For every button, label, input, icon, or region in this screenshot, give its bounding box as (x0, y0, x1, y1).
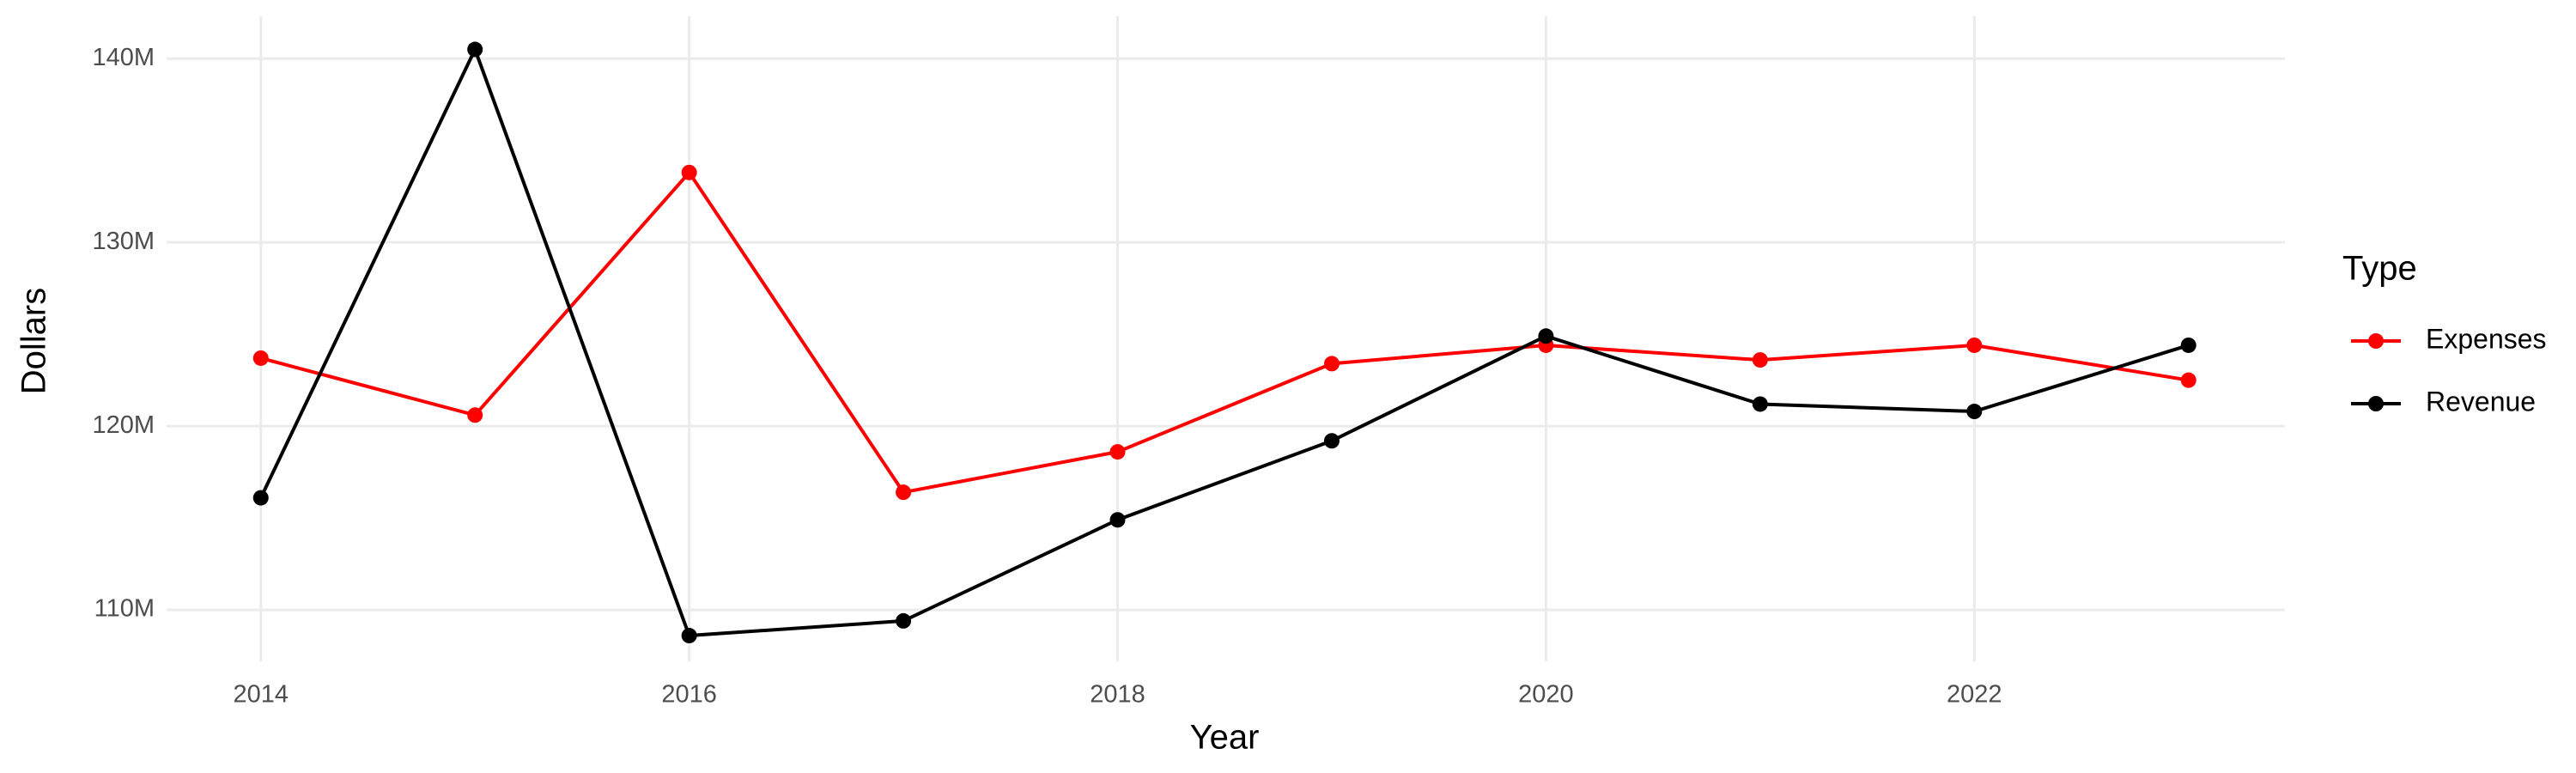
series-line (260, 169, 2190, 495)
x-tick-label: 2016 (661, 681, 717, 709)
y-tick-label: 110M (94, 595, 155, 623)
y-tick-label: 130M (92, 228, 155, 255)
x-tick-label: 2020 (1518, 681, 1574, 709)
data-point (1538, 328, 1554, 344)
data-point (1966, 337, 1983, 353)
data-point (252, 350, 269, 366)
x-tick-label: 2014 (233, 681, 289, 709)
x-tick-label: 2018 (1090, 681, 1145, 709)
data-point (1323, 433, 1340, 449)
x-axis-title: Year (1190, 719, 1260, 757)
data-point (681, 164, 697, 180)
series-line (258, 45, 2190, 638)
y-tick-label: 120M (92, 411, 155, 439)
data-point (252, 490, 269, 506)
x-tick-label: 2022 (1947, 681, 2002, 709)
legend-point (2368, 333, 2384, 349)
y-axis-title: Dollars (15, 288, 53, 394)
data-point (467, 41, 483, 58)
legend-label: Expenses (2426, 323, 2547, 354)
data-point (896, 484, 912, 501)
data-point (2180, 372, 2196, 388)
data-point (1109, 444, 1126, 460)
data-point (1752, 396, 1768, 412)
data-point (467, 407, 483, 423)
data-point (1752, 352, 1768, 368)
data-point (1966, 404, 1983, 420)
legend-point (2368, 396, 2384, 411)
data-point (681, 628, 697, 644)
data-point (1323, 356, 1340, 372)
y-tick-label: 140M (92, 44, 155, 71)
data-point (2180, 337, 2196, 353)
legend-label: Revenue (2426, 386, 2536, 417)
data-point (1109, 512, 1126, 528)
data-point (896, 612, 912, 629)
legend-title: Type (2342, 250, 2417, 288)
